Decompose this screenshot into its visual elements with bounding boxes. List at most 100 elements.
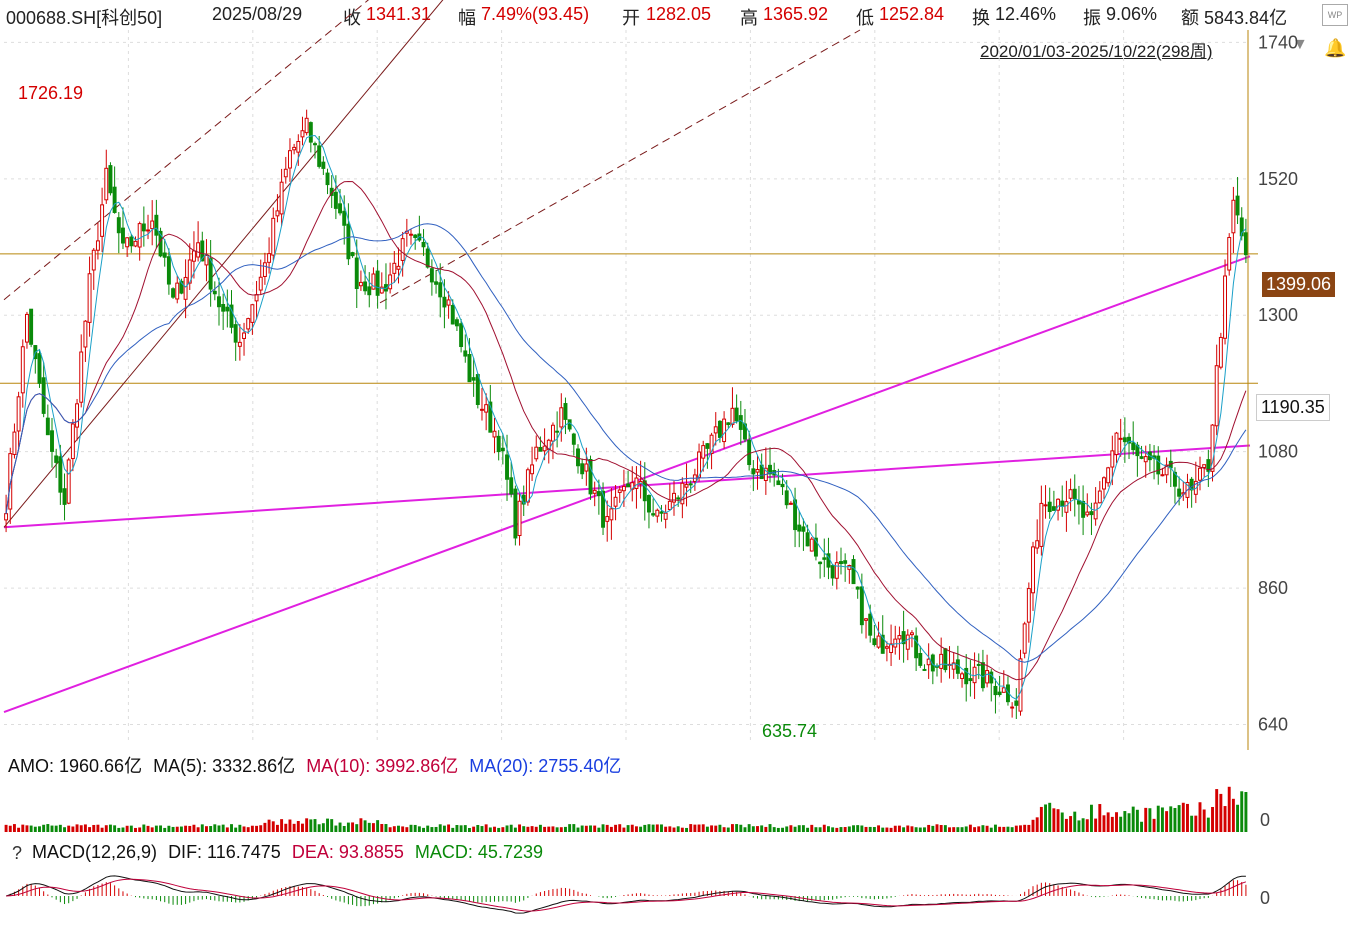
price-chart[interactable]: 640 860 1080 1300 1520 1740 <box>0 0 1353 750</box>
candle-body <box>79 351 84 403</box>
volume-bar <box>852 825 855 832</box>
volume-bar <box>4 824 8 832</box>
candle-body <box>121 227 125 244</box>
candle-body <box>1035 540 1040 549</box>
volume-bar <box>405 827 409 832</box>
candle-body <box>112 186 117 213</box>
candle-body <box>605 516 610 522</box>
candle-body <box>901 631 906 645</box>
volume-bar <box>346 822 350 832</box>
candle-body <box>346 223 351 260</box>
candle-body <box>308 122 313 143</box>
candle-body <box>1001 687 1006 693</box>
volume-bar <box>918 827 922 832</box>
volume-bar <box>1223 806 1227 832</box>
volume-bar <box>864 826 868 832</box>
volume-bar <box>1227 786 1231 832</box>
volume-bar <box>205 826 208 832</box>
candle-body <box>221 303 226 312</box>
trend-line-lower <box>3 0 444 528</box>
candle-body <box>250 304 255 323</box>
volume-bar <box>1006 826 1010 832</box>
help-icon[interactable]: ? <box>12 843 23 863</box>
period-selector[interactable]: 2020/01/03-2025/10/22(298周) <box>980 42 1213 61</box>
volume-bar <box>1194 815 1198 832</box>
bell-icon[interactable]: 🔔 <box>1324 38 1347 58</box>
candle-body <box>843 560 848 564</box>
candle-body <box>29 308 34 345</box>
candle-body <box>325 172 330 186</box>
volume-bar <box>217 825 221 832</box>
candle-body <box>1131 442 1136 451</box>
volume-bar <box>154 825 158 832</box>
volume-bar <box>100 827 104 832</box>
candle-body <box>187 259 192 284</box>
volume-bar <box>284 823 288 832</box>
amplitude-label: 振 <box>1083 8 1101 28</box>
volume-bar <box>622 827 626 832</box>
candle-body <box>137 223 142 248</box>
wp-icon[interactable]: WP <box>1322 4 1348 26</box>
volume-bar <box>730 824 734 832</box>
macd-title: MACD(12,26,9) <box>32 842 158 862</box>
volume-bar <box>1215 789 1219 832</box>
candle-body <box>12 431 17 455</box>
candle-body <box>208 258 213 290</box>
candle-body <box>492 430 497 438</box>
volume-bar <box>125 825 129 832</box>
candle-body <box>1081 500 1086 518</box>
candle-body <box>626 483 631 488</box>
candle-body <box>734 407 739 422</box>
volume-bar <box>263 822 267 832</box>
candle-body <box>968 678 973 682</box>
candle-body <box>313 143 317 146</box>
high-value: 1365.92 <box>763 4 829 24</box>
candle-body <box>584 463 589 472</box>
volume-bar <box>655 824 659 832</box>
volume-bar <box>1048 802 1052 832</box>
volume-chart[interactable] <box>0 778 1353 838</box>
volume-bar <box>75 824 79 832</box>
candle-body <box>1022 623 1027 654</box>
candle-body <box>50 430 54 452</box>
candle-body <box>283 168 288 178</box>
volume-bar <box>927 824 931 832</box>
volume-bar <box>956 827 960 832</box>
candle-body <box>847 565 852 570</box>
volume-bar <box>747 824 751 832</box>
volume-bar <box>501 827 505 832</box>
candle-body <box>367 286 372 296</box>
triangle-down-icon[interactable]: ▼ <box>1292 36 1308 53</box>
volume-bar <box>42 824 46 832</box>
volume-bar <box>1119 816 1123 832</box>
volume-bar <box>467 827 471 832</box>
volume-bar <box>772 827 776 832</box>
candle-body <box>1227 237 1232 271</box>
dif-line <box>5 875 1246 914</box>
volume-bar <box>29 825 33 832</box>
volume-bar <box>301 823 304 832</box>
candle-body <box>24 313 29 343</box>
volume-bar <box>159 825 163 832</box>
candle-body <box>338 203 343 214</box>
high-annotation: 1726.19 <box>18 83 84 103</box>
volume-bar <box>1231 798 1235 832</box>
candle-body <box>296 140 301 153</box>
candle-body <box>960 673 965 679</box>
candle-body <box>400 238 405 261</box>
volume-bar <box>943 825 947 832</box>
macd-chart[interactable] <box>0 866 1353 926</box>
volume-bar <box>538 824 542 832</box>
candle-body <box>87 273 92 323</box>
volume-bar <box>710 825 714 832</box>
volume-bar <box>104 825 108 832</box>
volume-bar <box>1014 825 1018 832</box>
volume-bar <box>442 825 446 832</box>
candle-body <box>588 459 593 495</box>
ma5-label: MA(5): 3332.86亿 <box>153 756 296 776</box>
volume-bar <box>509 824 513 832</box>
volume-bar <box>522 826 526 832</box>
ma-line-5 <box>5 134 1247 700</box>
candle-body <box>1014 700 1019 706</box>
candle-body <box>884 646 889 649</box>
